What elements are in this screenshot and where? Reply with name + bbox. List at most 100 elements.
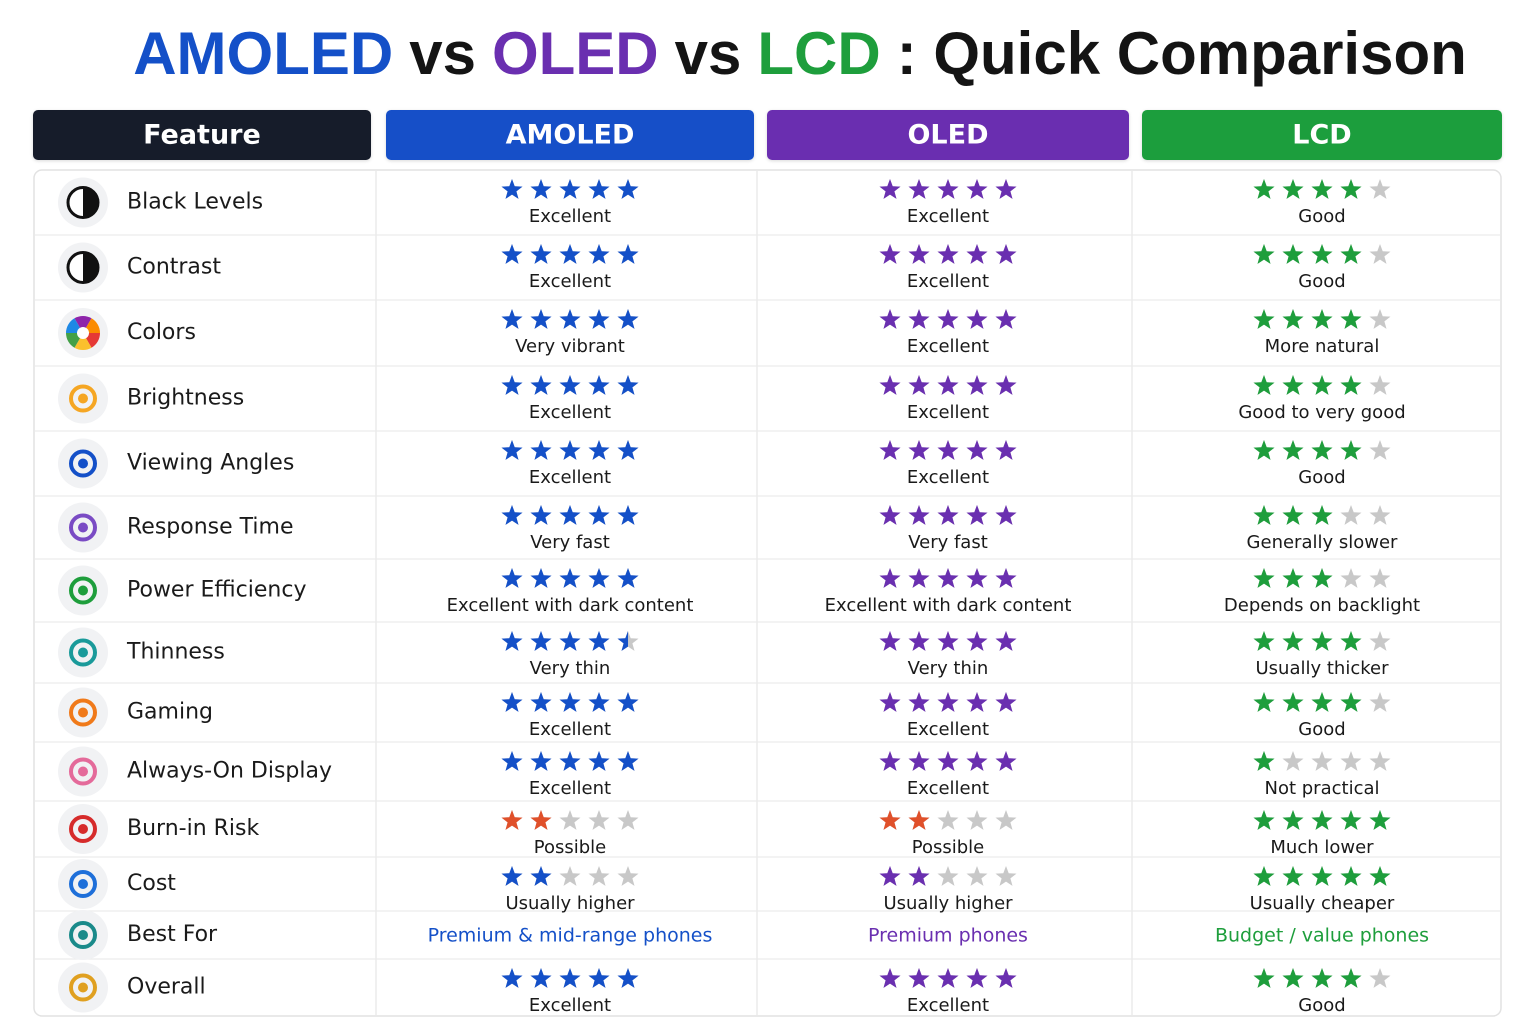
- star-rating: [501, 631, 639, 651]
- star-rating: [879, 692, 1017, 712]
- star-rating: [879, 309, 1017, 329]
- star-filled: [937, 244, 959, 264]
- star-empty: [559, 810, 581, 830]
- star-filled: [995, 751, 1017, 771]
- star-filled: [1311, 866, 1333, 886]
- star-rating: [879, 440, 1017, 460]
- rating-text: Excellent: [907, 778, 989, 799]
- star-filled: [1311, 244, 1333, 264]
- star-filled: [530, 244, 552, 264]
- star-filled: [501, 810, 523, 830]
- star-rating: [501, 244, 639, 264]
- star-filled: [937, 375, 959, 395]
- star-rating: [879, 179, 1017, 199]
- rating-text: Good: [1298, 206, 1345, 227]
- rating-text: Very thin: [530, 658, 611, 679]
- feature-icon: [69, 815, 97, 843]
- star-rating: [879, 751, 1017, 771]
- star-filled: [1340, 631, 1362, 651]
- star-filled: [937, 751, 959, 771]
- star-filled: [617, 375, 639, 395]
- star-empty: [937, 866, 959, 886]
- star-filled: [937, 440, 959, 460]
- rating-text: Usually thicker: [1256, 658, 1390, 679]
- star-filled: [879, 692, 901, 712]
- rating-text: Very thin: [908, 658, 989, 679]
- star-filled: [937, 179, 959, 199]
- star-filled: [1253, 375, 1275, 395]
- star-filled: [559, 568, 581, 588]
- star-empty: [588, 866, 610, 886]
- feature-label: Cost: [127, 871, 176, 896]
- rating-text: Possible: [912, 837, 984, 858]
- star-empty: [1340, 751, 1362, 771]
- rating-text: Excellent: [529, 778, 611, 799]
- feature-icon: [78, 707, 88, 718]
- title-part: LCD: [757, 20, 880, 87]
- star-filled: [1311, 179, 1333, 199]
- star-filled: [1369, 866, 1391, 886]
- feature-icon: [69, 757, 97, 786]
- star-filled: [1282, 375, 1304, 395]
- feature-icon: [78, 647, 88, 658]
- star-rating: [501, 866, 639, 886]
- star-filled: [501, 179, 523, 199]
- star-filled: [501, 751, 523, 771]
- star-filled: [1253, 866, 1275, 886]
- star-filled: [1253, 440, 1275, 460]
- star-filled: [1311, 692, 1333, 712]
- rating-text: Much lower: [1270, 837, 1374, 858]
- star-filled: [1253, 568, 1275, 588]
- rating-text: Excellent: [907, 206, 989, 227]
- rating-text: Excellent with dark content: [447, 595, 694, 616]
- star-filled: [559, 309, 581, 329]
- star-filled: [995, 505, 1017, 525]
- star-rating: [1253, 968, 1391, 988]
- star-rating: [879, 505, 1017, 525]
- rating-text: Good to very good: [1238, 402, 1405, 423]
- header-label: OLED: [907, 120, 988, 151]
- star-filled: [937, 692, 959, 712]
- rating-text: Possible: [534, 837, 606, 858]
- star-empty: [1369, 375, 1391, 395]
- star-filled: [530, 179, 552, 199]
- feature-icon: [69, 513, 97, 542]
- star-filled: [501, 375, 523, 395]
- star-filled: [1340, 810, 1362, 830]
- star-filled: [966, 375, 988, 395]
- star-filled: [908, 244, 930, 264]
- star-filled: [588, 179, 610, 199]
- table-frame: [33, 169, 1502, 1017]
- star-filled: [995, 692, 1017, 712]
- star-filled: [937, 505, 959, 525]
- star-filled: [559, 692, 581, 712]
- star-filled: [879, 309, 901, 329]
- star-filled: [937, 631, 959, 651]
- star-empty: [617, 810, 639, 830]
- star-filled: [995, 968, 1017, 988]
- star-filled: [530, 810, 552, 830]
- feature-icon: [78, 824, 88, 834]
- rating-text: Excellent: [529, 402, 611, 423]
- star-filled: [617, 179, 639, 199]
- star-filled: [588, 568, 610, 588]
- star-filled: [588, 692, 610, 712]
- star-filled: [995, 309, 1017, 329]
- rating-text: Excellent: [529, 467, 611, 488]
- star-rating: [1253, 309, 1391, 329]
- star-filled: [501, 568, 523, 588]
- star-filled: [1282, 968, 1304, 988]
- rating-text: Generally slower: [1247, 532, 1398, 553]
- star-empty: [1311, 751, 1333, 771]
- star-filled: [617, 968, 639, 988]
- star-filled: [588, 631, 610, 651]
- rating-text: Usually higher: [883, 893, 1013, 914]
- star-filled: [937, 568, 959, 588]
- star-rating: [879, 866, 1017, 886]
- star-filled: [966, 244, 988, 264]
- star-filled: [1311, 810, 1333, 830]
- star-filled: [1340, 968, 1362, 988]
- rating-text: Very fast: [908, 532, 988, 553]
- title-part: vs: [675, 20, 742, 87]
- rating-text: Very fast: [530, 532, 610, 553]
